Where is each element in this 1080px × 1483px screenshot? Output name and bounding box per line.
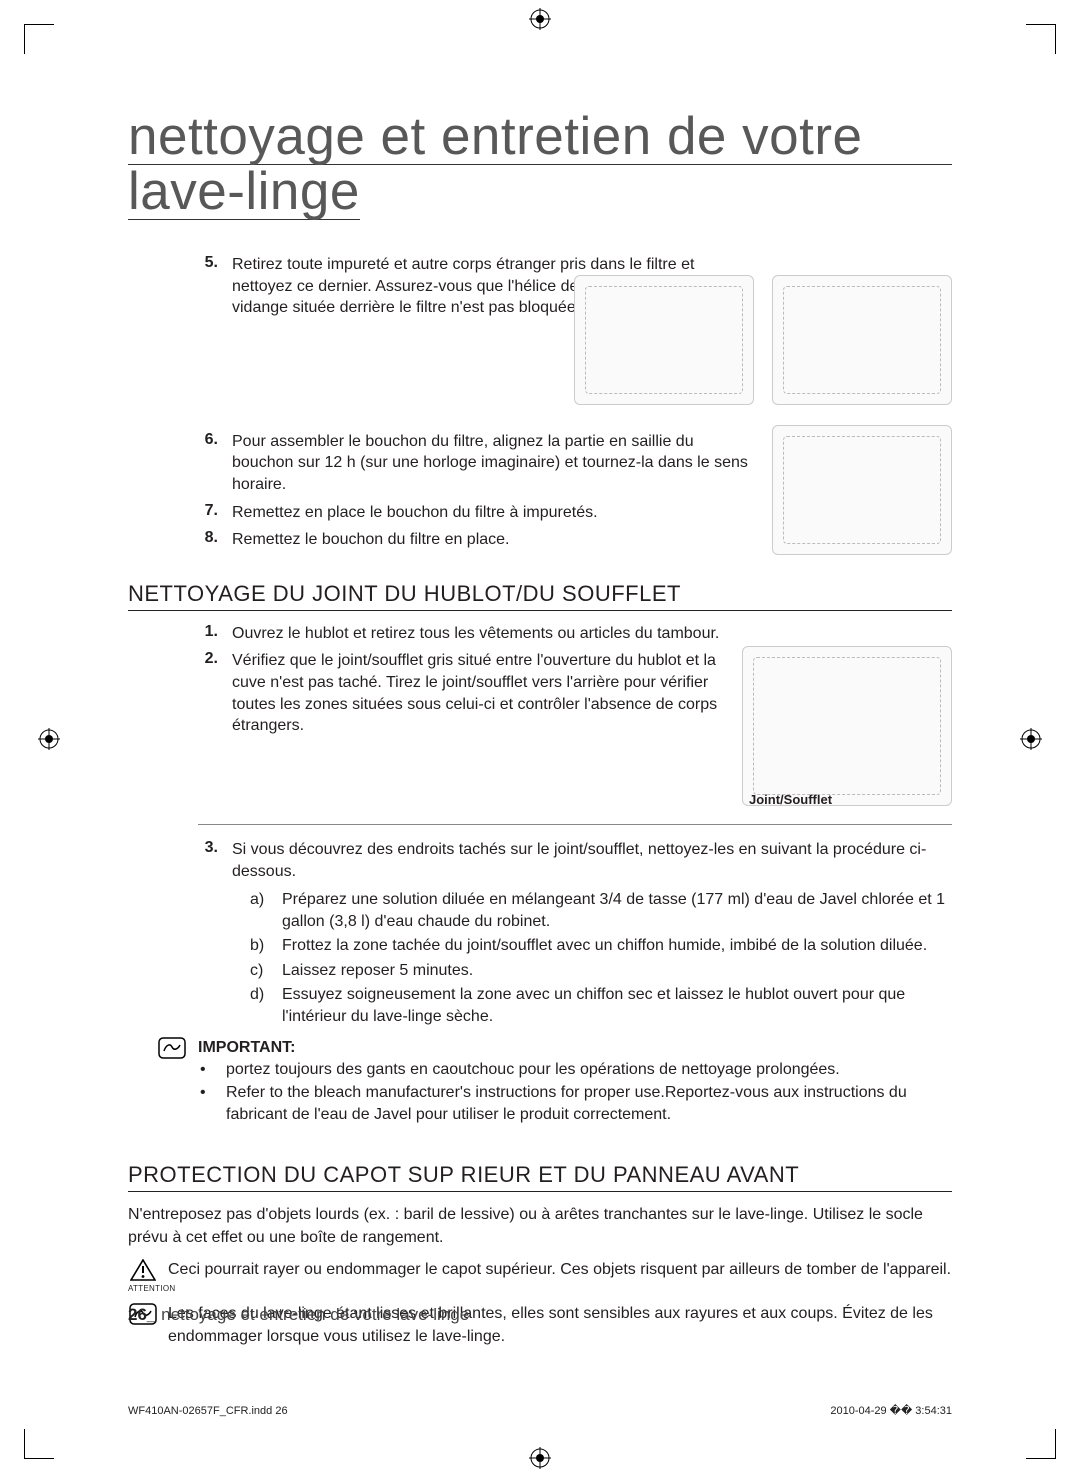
list-text: Essuyez soigneusement la zone avec un ch… xyxy=(282,984,952,1029)
crop-mark xyxy=(24,24,54,54)
sub-procedure-list: a)Préparez une solution diluée en mélang… xyxy=(250,889,952,1029)
list-key: c) xyxy=(250,960,272,982)
registration-mark-top xyxy=(510,8,570,36)
list-text: Préparez une solution diluée en mélangea… xyxy=(282,889,952,934)
figure-door-seal: Joint/Soufflet xyxy=(742,646,952,806)
registration-mark-right xyxy=(1020,728,1042,756)
list-item: c) Laissez reposer 5 minutes. xyxy=(250,960,952,982)
figure-filter-clean xyxy=(574,275,754,405)
list-key: a) xyxy=(250,889,272,934)
step-item: 3. Si vous découvrez des endroits tachés… xyxy=(198,839,952,882)
step-number: 5. xyxy=(198,254,218,319)
step-item: 2. Vérifiez que le joint/soufflet gris s… xyxy=(198,650,718,736)
step-number: 2. xyxy=(198,650,218,736)
list-key: b) xyxy=(250,935,272,957)
figure-pump-panel xyxy=(772,275,952,405)
crop-mark xyxy=(1026,1429,1056,1459)
list-text: portez toujours des gants en caoutchouc … xyxy=(226,1059,840,1081)
step-number: 3. xyxy=(198,839,218,882)
imprint-filename: WF410AN-02657F_CFR.indd 26 xyxy=(128,1405,288,1417)
important-note: IMPORTANT: xyxy=(158,1037,952,1059)
title-line-2: lave-linge xyxy=(128,165,360,220)
step-text: Si vous découvrez des endroits tachés su… xyxy=(232,839,952,882)
attention-note: ATTENTION Ceci pourrait rayer ou endomma… xyxy=(128,1259,952,1293)
step-item: 1. Ouvrez le hublot et retirez tous les … xyxy=(198,623,952,645)
steps-group-b: 6. Pour assembler le bouchon du filtre, … xyxy=(128,431,754,557)
step-text: Ouvrez le hublot et retirez tous les vêt… xyxy=(232,623,952,645)
step-text: Pour assembler le bouchon du filtre, ali… xyxy=(232,431,754,496)
page-title: nettoyage et entretien de votre lave-lin… xyxy=(128,110,952,226)
step-text: Remettez en place le bouchon du filtre à… xyxy=(232,502,754,524)
step-item: 6. Pour assembler le bouchon du filtre, … xyxy=(198,431,754,496)
bullet-icon: • xyxy=(200,1082,214,1127)
step-text: Remettez le bouchon du filtre en place. xyxy=(232,529,754,551)
list-text: Frottez la zone tachée du joint/soufflet… xyxy=(282,935,927,957)
list-item: a)Préparez une solution diluée en mélang… xyxy=(250,889,952,934)
paragraph: N'entreposez pas d'objets lourds (ex. : … xyxy=(128,1204,952,1249)
registration-mark-bottom xyxy=(510,1447,570,1475)
imprint-timestamp: 2010-04-29 �� 3:54:31 xyxy=(830,1404,952,1417)
list-key: d) xyxy=(250,984,272,1029)
divider xyxy=(198,824,952,825)
step-number: 8. xyxy=(198,529,218,551)
footer: 26_ nettoyage et entretien de votre lave… xyxy=(128,1305,469,1325)
list-item: d)Essuyez soigneusement la zone avec un … xyxy=(250,984,952,1029)
list-item: • portez toujours des gants en caoutchouc… xyxy=(200,1059,952,1081)
page-content: nettoyage et entretien de votre lave-lin… xyxy=(128,110,952,1348)
list-text: Refer to the bleach manufacturer's instr… xyxy=(226,1082,952,1127)
section-heading-protection: PROTECTION DU CAPOT SUP RIEUR ET DU PANN… xyxy=(128,1162,952,1192)
step-text: Vérifiez que le joint/soufflet gris situ… xyxy=(232,650,718,736)
figure-cap-assembly xyxy=(772,425,952,555)
crop-mark xyxy=(24,1429,54,1459)
footer-text: nettoyage et entretien de votre lave-lin… xyxy=(161,1305,469,1324)
note-icon xyxy=(158,1037,186,1059)
step-number: 6. xyxy=(198,431,218,496)
crop-mark xyxy=(1026,24,1056,54)
list-item: • Refer to the bleach manufacturer's inst… xyxy=(200,1082,952,1127)
important-bullets: • portez toujours des gants en caoutchouc… xyxy=(200,1059,952,1126)
list-text: Laissez reposer 5 minutes. xyxy=(282,960,473,982)
page-number: 26_ xyxy=(128,1305,156,1324)
section-heading-seal: NETTOYAGE DU JOINT DU HUBLOT/DU SOUFFLET xyxy=(128,581,952,611)
registration-mark-left xyxy=(38,728,60,756)
attention-text: Ceci pourrait rayer ou endommager le cap… xyxy=(168,1259,951,1281)
step-item: 8. Remettez le bouchon du filtre en plac… xyxy=(198,529,754,551)
step-number: 1. xyxy=(198,623,218,645)
step-item: 7. Remettez en place le bouchon du filtr… xyxy=(198,502,754,524)
attention-label: ATTENTION xyxy=(128,1284,158,1293)
bullet-icon: • xyxy=(200,1059,214,1081)
figure-callout-label: Joint/Soufflet xyxy=(749,792,832,807)
important-label: IMPORTANT: xyxy=(198,1039,295,1056)
title-line-1: nettoyage et entretien de votre xyxy=(128,110,952,165)
warning-icon: ATTENTION xyxy=(128,1259,158,1293)
list-item: b) Frottez la zone tachée du joint/souffl… xyxy=(250,935,952,957)
step-number: 7. xyxy=(198,502,218,524)
